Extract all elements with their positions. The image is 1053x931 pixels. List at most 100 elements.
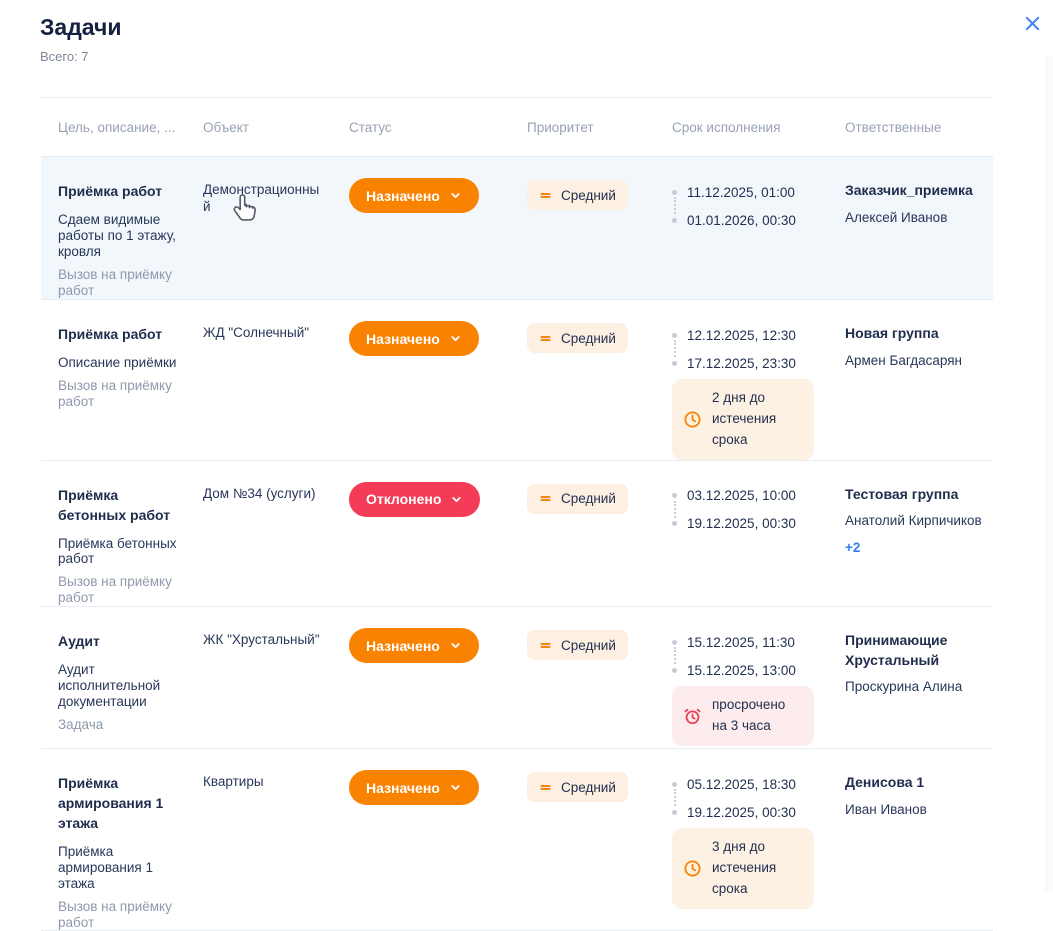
table-header-row: Цель, описание, ... Объект Статус Приоритет… — [41, 97, 993, 157]
timeline-dot — [672, 639, 677, 645]
responsible-group: Тестовая группа — [845, 485, 959, 502]
due-cell: 15.12.2025, 11:30 15.12.2025, 13:00 — [672, 607, 845, 748]
more-responsibles-link[interactable]: +2 — [845, 539, 861, 555]
table-row[interactable]: Аудит Аудит исполнительной документации … — [41, 607, 993, 750]
responsible-names: Анатолий Кирпичиков — [845, 512, 985, 530]
due-end-date: 01.01.2026, 00:30 — [687, 212, 796, 228]
priority-badge: Средний — [527, 180, 628, 210]
priority-medium-icon — [540, 496, 551, 502]
status-dropdown-button[interactable]: Назначено — [349, 321, 479, 356]
due-start-row: 12.12.2025, 12:30 — [672, 321, 845, 349]
due-badge-text: просрочено на 3 часа — [712, 697, 786, 734]
timeline-dot — [672, 521, 677, 527]
due-end-row: 01.01.2026, 00:30 — [672, 206, 845, 234]
status-cell: Назначено — [349, 749, 527, 930]
status-dropdown-button[interactable]: Назначено — [349, 628, 479, 664]
status-label: Назначено — [366, 330, 440, 347]
status-label: Назначено — [366, 779, 440, 796]
responsible-group: Заказчик_приемка — [845, 182, 973, 198]
responsible-name: Проскурина Алина — [845, 679, 963, 695]
due-start-row: 03.12.2025, 10:00 — [672, 482, 845, 510]
responsible-cell: Тестовая группа Анатолий Кирпичиков +2 — [845, 461, 993, 606]
timeline-dot — [672, 360, 677, 366]
task-type: Вызов на приёмку работ — [58, 898, 172, 930]
responsible-name: Анатолий Кирпичиков — [845, 513, 982, 529]
task-type: Вызов на приёмку работ — [58, 377, 172, 409]
object-name[interactable]: Дом №34 (услуги) — [203, 485, 316, 501]
priority-label: Средний — [561, 779, 616, 795]
timeline-connector — [673, 197, 676, 214]
due-end-date: 15.12.2025, 13:00 — [687, 662, 796, 678]
due-cell: 03.12.2025, 10:00 19.12.2025, 00:30 — [672, 461, 845, 606]
task-description: Аудит исполнительной документации — [58, 662, 161, 709]
due-dates-timeline: 05.12.2025, 18:30 19.12.2025, 00:30 — [672, 770, 845, 826]
close-button[interactable] — [1020, 11, 1044, 35]
due-start-date: 12.12.2025, 12:30 — [687, 327, 796, 343]
status-dropdown-button[interactable]: Назначено — [349, 178, 479, 213]
due-cell: 12.12.2025, 12:30 17.12.2025, 23:30 — [672, 300, 845, 460]
column-header: Объект — [203, 119, 249, 135]
chevron-down-icon — [452, 496, 462, 502]
priority-badge: Средний — [527, 323, 628, 353]
priority-cell: Средний — [527, 461, 672, 606]
table-row[interactable]: Приёмка бетонных работ Приёмка бетонных … — [41, 461, 993, 608]
status-cell: Назначено — [349, 300, 527, 460]
goal-cell: Приёмка работ Сдаем видимые работы по 1 … — [58, 157, 203, 299]
goal-cell: Приёмка работ Описание приёмки Вызов на … — [58, 300, 203, 460]
clock-icon — [684, 411, 701, 428]
priority-label: Средний — [561, 330, 616, 346]
timeline-dot — [672, 493, 677, 499]
responsible-cell: Новая группа Армен Багдасарян — [845, 300, 993, 460]
priority-label: Средний — [561, 637, 616, 653]
due-start-row: 15.12.2025, 11:30 — [672, 628, 845, 656]
responsible-name: Иван Иванов — [845, 801, 927, 817]
responsible-cell: Заказчик_приемка Алексей Иванов — [845, 157, 993, 299]
goal-cell: Приёмка бетонных работ Приёмка бетонных … — [58, 461, 203, 606]
timeline-connector — [673, 789, 676, 807]
close-icon — [1025, 16, 1039, 30]
due-dates-timeline: 11.12.2025, 01:00 01.01.2026, 00:30 — [672, 178, 845, 234]
due-dates-timeline: 12.12.2025, 12:30 17.12.2025, 23:30 — [672, 321, 845, 377]
responsible-name: Алексей Иванов — [845, 209, 948, 225]
column-header: Ответственные — [845, 119, 942, 135]
status-label: Назначено — [366, 187, 440, 204]
priority-cell: Средний — [527, 157, 672, 299]
object-name[interactable]: Квартиры — [203, 774, 264, 790]
object-name[interactable]: Демонстрационный — [203, 182, 320, 214]
priority-medium-icon — [540, 192, 551, 198]
due-status-badge: 2 дня до истечения срока — [672, 379, 814, 460]
task-type: Вызов на приёмку работ — [58, 266, 172, 298]
timeline-dot — [672, 217, 677, 223]
object-cell: Демонстрационный — [203, 157, 349, 299]
table-row[interactable]: Приёмка армирования 1 этажа Приёмка арми… — [41, 749, 993, 931]
due-start-date: 03.12.2025, 10:00 — [687, 488, 796, 504]
priority-cell: Средний — [527, 749, 672, 930]
object-name[interactable]: ЖК "Хрустальный" — [203, 632, 320, 648]
priority-medium-icon — [540, 642, 551, 648]
object-name[interactable]: ЖД "Солнечный" — [203, 325, 310, 340]
priority-medium-icon — [540, 784, 551, 790]
timeline-dot — [672, 667, 677, 673]
table-body: Приёмка работ Сдаем видимые работы по 1 … — [41, 157, 993, 931]
status-dropdown-button[interactable]: Назначено — [349, 770, 479, 806]
responsible-group: Денисова 1 — [845, 774, 925, 791]
column-header: Цель, описание, ... — [58, 119, 176, 135]
scrollbar-track[interactable] — [1046, 55, 1053, 891]
clock-icon — [684, 860, 701, 877]
status-dropdown-button[interactable]: Отклонено — [349, 481, 481, 517]
object-cell: Дом №34 (услуги) — [203, 461, 349, 606]
responsible-group: Принимающие Хрустальный — [845, 632, 948, 668]
responsible-cell: Принимающие Хрустальный Проскурина Алина — [845, 607, 993, 748]
column-header: Приоритет — [527, 119, 594, 135]
table-row[interactable]: Приёмка работ Сдаем видимые работы по 1 … — [41, 157, 993, 300]
table-row[interactable]: Приёмка работ Описание приёмки Вызов на … — [41, 300, 993, 461]
modal-header: Задачи Всего: 7 — [40, 14, 122, 64]
priority-badge: Средний — [527, 630, 628, 661]
tasks-table: Цель, описание, ... Объект Статус Приоритет… — [41, 97, 993, 931]
priority-label: Средний — [561, 187, 616, 203]
task-type: Вызов на приёмку работ — [58, 574, 172, 606]
due-dates-timeline: 03.12.2025, 10:00 19.12.2025, 00:30 — [672, 482, 845, 538]
chevron-down-icon — [451, 643, 460, 649]
timeline-dot — [672, 332, 677, 338]
object-cell: ЖД "Солнечный" — [203, 300, 349, 460]
